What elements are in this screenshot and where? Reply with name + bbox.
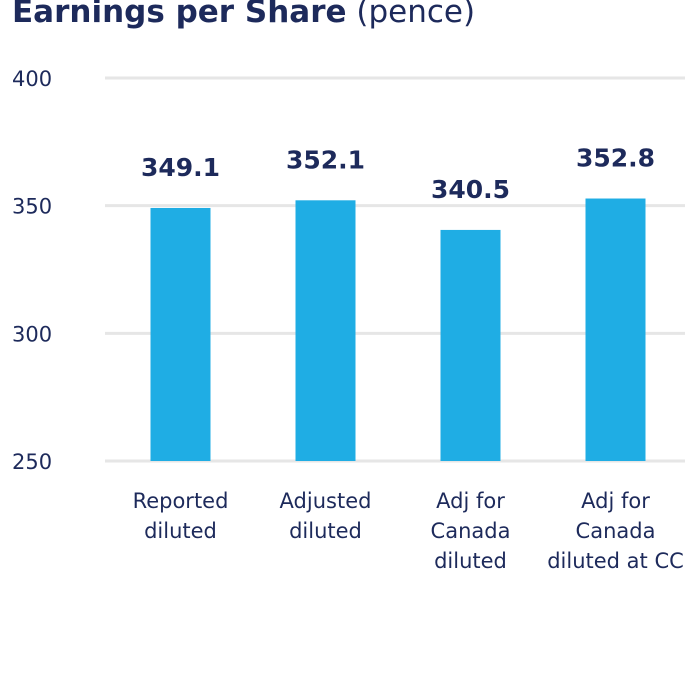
value-label: 340.5	[431, 175, 510, 204]
x-tick-label: Adjusted diluted	[279, 489, 372, 543]
bar	[150, 207, 211, 461]
x-tick-label: Adj for Canada diluted	[430, 489, 511, 573]
title-main: Earnings per Share	[12, 0, 347, 30]
x-tick-label: Adj for Canada diluted at CC	[547, 489, 684, 573]
y-tick-label: 250	[12, 450, 52, 474]
bar	[295, 200, 356, 461]
y-tick-label: 350	[12, 195, 52, 219]
bar	[440, 229, 501, 461]
x-tick-label: Reported diluted	[132, 489, 229, 543]
y-tick-label: 400	[12, 67, 52, 91]
chart-title: Earnings per Share (pence)	[12, 0, 475, 30]
value-label: 349.1	[141, 153, 220, 182]
value-label: 352.8	[576, 144, 655, 173]
title-unit: (pence)	[356, 0, 476, 30]
bar	[585, 198, 646, 461]
value-label: 352.1	[286, 145, 365, 174]
y-tick-label: 300	[12, 322, 52, 346]
